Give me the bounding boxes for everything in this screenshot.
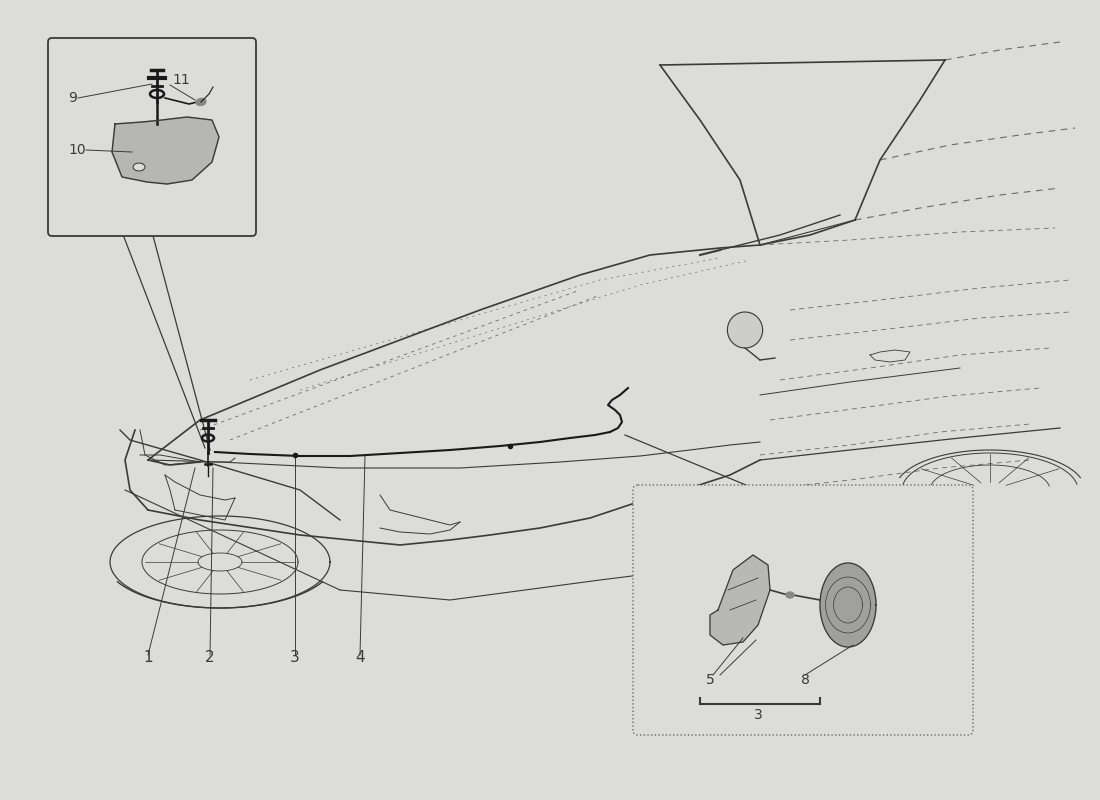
Ellipse shape — [133, 163, 145, 171]
Text: 11: 11 — [172, 73, 189, 87]
Text: 10: 10 — [68, 143, 86, 157]
Polygon shape — [820, 563, 876, 647]
FancyBboxPatch shape — [632, 485, 974, 735]
Ellipse shape — [196, 98, 206, 106]
Text: 1: 1 — [143, 650, 153, 666]
Text: 3: 3 — [754, 708, 762, 722]
Text: 4: 4 — [355, 650, 365, 666]
Text: 8: 8 — [801, 673, 810, 687]
FancyBboxPatch shape — [48, 38, 256, 236]
Ellipse shape — [786, 592, 794, 598]
Text: 9: 9 — [68, 91, 77, 105]
Text: 3: 3 — [290, 650, 300, 666]
Polygon shape — [727, 312, 762, 348]
Text: 2: 2 — [206, 650, 214, 666]
Polygon shape — [112, 117, 219, 184]
Text: 5: 5 — [705, 673, 714, 687]
Polygon shape — [710, 555, 770, 645]
